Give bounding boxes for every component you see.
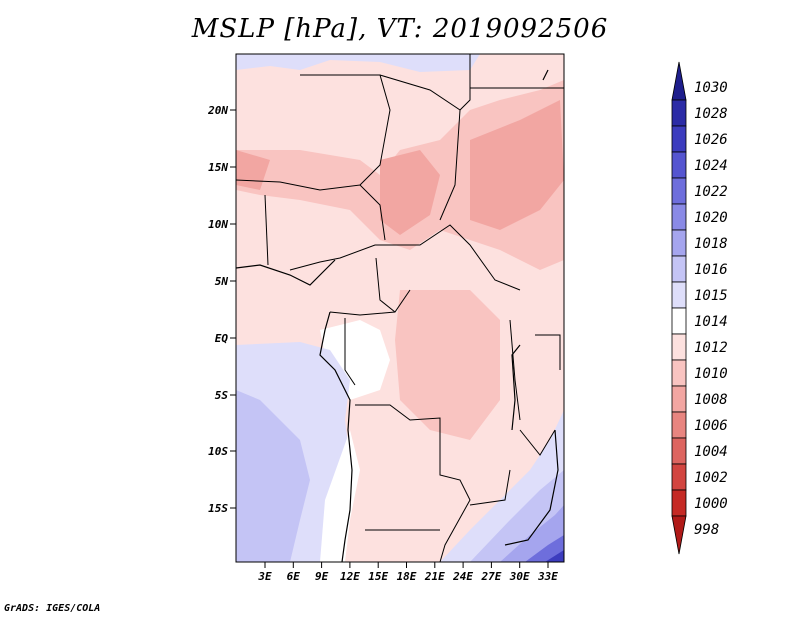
country-borders	[236, 54, 564, 562]
colorbar-label: 1000	[694, 496, 728, 512]
colorbar-cell	[671, 411, 687, 439]
lon-tick-label: 18E	[397, 570, 417, 583]
colorbar-label: 1010	[694, 366, 728, 382]
lat-tick-label: 15N	[208, 161, 228, 174]
lon-tick-label: 9E	[315, 570, 329, 583]
grads-credit: GrADS: IGES/COLA	[4, 603, 101, 614]
colorbar-label: 1028	[694, 106, 728, 122]
lon-tick-label: 3E	[257, 570, 272, 583]
colorbar-label: 1024	[694, 158, 728, 174]
lat-tick-label: 10N	[208, 218, 228, 231]
map-title: MSLP [hPa], VT: 2019092506	[191, 14, 609, 44]
colorbar-label: 1020	[694, 210, 728, 226]
colorbar-cell	[671, 281, 687, 309]
lon-tick-label: 27E	[480, 570, 501, 583]
colorbar-cell	[671, 229, 687, 257]
colorbar: 1030 1028 1026 1024 1022 1020 1018 1016 1015 1014…	[671, 61, 728, 555]
colorbar-label: 1015	[694, 288, 728, 304]
colorbar-label: 998	[694, 522, 719, 538]
colorbar-label: 1018	[694, 236, 728, 252]
colorbar-cell	[671, 177, 687, 205]
colorbar-cell	[671, 437, 687, 465]
colorbar-label: 1022	[694, 184, 728, 200]
lon-tick-label: 30E	[509, 570, 530, 583]
colorbar-cell	[671, 463, 687, 491]
colorbar-cell	[671, 61, 687, 101]
colorbar-cell	[671, 99, 687, 127]
lat-tick-label: 5S	[215, 389, 229, 402]
lon-tick-label: 21E	[424, 570, 445, 583]
colorbar-label: 1006	[694, 418, 728, 434]
colorbar-label: 1026	[694, 132, 728, 148]
lat-tick-label: 15S	[208, 502, 228, 515]
colorbar-label: 1002	[694, 470, 728, 486]
colorbar-cell	[671, 385, 687, 413]
lon-tick-label: 24E	[452, 570, 473, 583]
colorbar-cell	[671, 489, 687, 517]
lon-tick-label: 12E	[340, 570, 360, 583]
latitude-axis: 20N 15N 10N 5N EQ 5S 10S 15S	[207, 104, 236, 515]
colorbar-label: 1008	[694, 392, 728, 408]
colorbar-label: 1030	[694, 80, 728, 96]
colorbar-cell	[671, 307, 687, 335]
map-frame	[235, 53, 565, 563]
colorbar-cell	[671, 515, 687, 555]
colorbar-cell	[671, 151, 687, 179]
lat-tick-label: 20N	[207, 104, 228, 117]
colorbar-label: 1016	[694, 262, 728, 278]
colorbar-label: 1012	[694, 340, 728, 356]
coastline	[236, 69, 559, 562]
colorbar-cell	[671, 255, 687, 283]
colorbar-label: 1004	[694, 444, 728, 460]
lon-tick-label: 15E	[368, 570, 388, 583]
lon-tick-label: 6E	[287, 570, 301, 583]
pressure-field	[236, 54, 564, 562]
lat-tick-label: EQ	[215, 332, 229, 345]
colorbar-cell	[671, 359, 687, 387]
lat-tick-label: 5N	[215, 275, 229, 288]
lat-tick-label: 10S	[208, 445, 228, 458]
longitude-axis: 3E 6E 9E 12E 15E 18E 21E 24E 27E 30E 33E	[257, 562, 558, 583]
colorbar-cell	[671, 125, 687, 153]
colorbar-label: 1014	[694, 314, 728, 330]
lon-tick-label: 33E	[537, 570, 558, 583]
colorbar-cell	[671, 203, 687, 231]
colorbar-cell	[671, 333, 687, 361]
